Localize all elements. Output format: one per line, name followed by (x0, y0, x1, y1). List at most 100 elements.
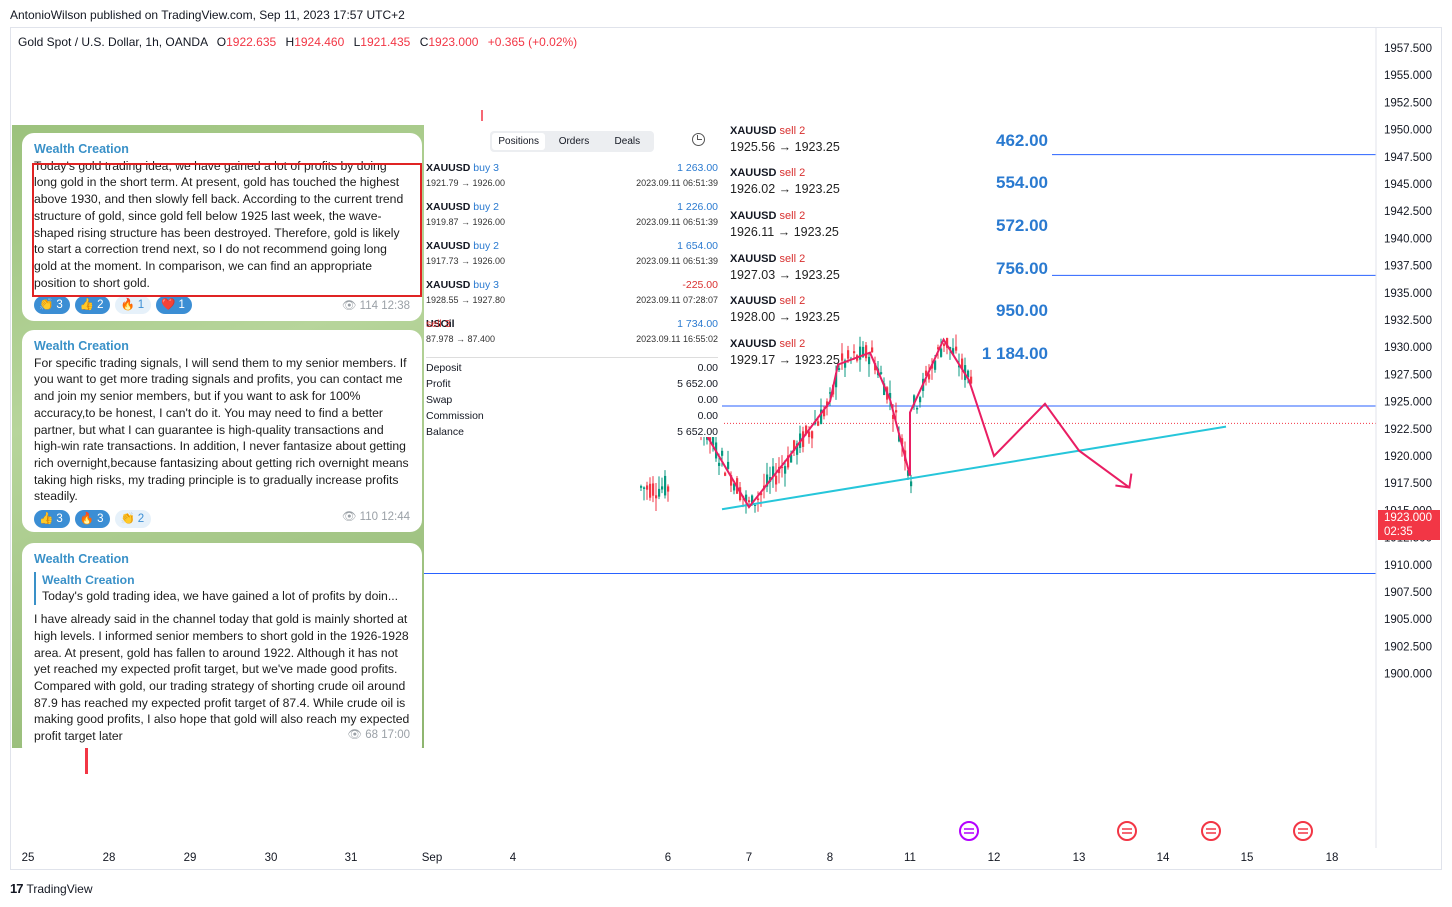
position-prices: 1917.73 → 1926.00 (426, 256, 506, 266)
candle-body (796, 443, 799, 455)
projected-price-path (667, 337, 1130, 509)
sell-row[interactable]: XAUUSD sell 2 1926.02 → 1923.25 554.00 (730, 167, 1060, 209)
price-tick-label: 1950.000 (1384, 125, 1432, 137)
publisher-line: AntonioWilson published on TradingView.c… (10, 8, 405, 22)
candle-body (958, 365, 961, 368)
reaction-fire[interactable]: 🔥 3 (74, 510, 111, 529)
sell-row[interactable]: XAUUSD sell 2 1926.11 → 1923.25 572.00 (730, 210, 1060, 252)
footer[interactable]: 17 TradingView (10, 881, 93, 896)
close-value: 1923.000 (428, 35, 479, 49)
candle-body (781, 466, 784, 469)
mt-tabs: Positions Orders Deals (490, 131, 654, 152)
position-profit: 1 226.00 (677, 201, 718, 213)
candle-body (730, 475, 733, 486)
candle-body (871, 347, 874, 353)
candle-body (880, 372, 883, 374)
position-side: buy 3 (473, 279, 499, 291)
price-tick-label: 1952.500 (1384, 97, 1432, 109)
message-author[interactable]: Wealth Creation (34, 142, 129, 156)
eye-icon: 👁 (341, 511, 357, 524)
sell-row[interactable]: XAUUSD sell 2 1927.03 → 1923.25 756.00 (730, 253, 1060, 295)
candle-body (808, 431, 811, 438)
message-meta: 👁 110 12:44 (342, 509, 410, 526)
message-text: Today's gold trading idea, we have gaine… (34, 158, 404, 290)
sell-side: sell 2 (779, 253, 806, 265)
message-3[interactable]: Wealth Creation Wealth Creation Today's … (22, 543, 422, 748)
summary-row: Deposit 0.00 (426, 362, 718, 378)
reactions: 👏 3 👍 2 🔥 1 ❤️ 1 (34, 296, 410, 315)
position-row[interactable]: XAUUSD buy 3 1921.79 → 1926.00 1 263.00 … (426, 162, 718, 199)
position-row[interactable]: USOil sell 3 87.978 → 87.400 1 734.00 20… (426, 318, 718, 355)
reaction-count: 2 (97, 298, 104, 311)
time-tick-label: 15 (1241, 852, 1254, 864)
tab-orders[interactable]: Orders (558, 136, 590, 147)
reply-author: Wealth Creation (42, 572, 135, 587)
tab-deals[interactable]: Deals (614, 136, 641, 147)
sell-side: sell 2 (779, 338, 806, 350)
change-value: +0.365 (+0.02%) (487, 35, 578, 49)
candle-body (724, 472, 727, 476)
price-tick-label: 1917.500 (1384, 478, 1432, 490)
position-row[interactable]: XAUUSD buy 3 1928.55 → 1927.80 -225.00 2… (426, 279, 718, 316)
candle-body (967, 370, 970, 378)
price-tick-label: 1905.000 (1384, 614, 1432, 626)
reaction-heart[interactable]: ❤️ 1 (156, 296, 192, 315)
mt-positions-panel: Positions Orders Deals XAUUSD buy 3 1921… (424, 125, 722, 438)
tab-positions[interactable]: Positions (492, 133, 546, 150)
reaction-thumbs-up[interactable]: 👍 2 (74, 296, 111, 315)
position-side: buy 2 (473, 240, 499, 252)
reaction-clap[interactable]: 👏 3 (34, 296, 70, 315)
summary-value: 5 652.00 (677, 426, 718, 438)
sell-prices: 1925.56 → 1923.25 (730, 140, 840, 154)
sell-row[interactable]: XAUUSD sell 2 1925.56 → 1923.25 462.00 (730, 125, 1060, 167)
candle-body (748, 500, 751, 503)
candle-body (823, 410, 826, 417)
candle-body (838, 368, 841, 370)
message-time: 12:44 (381, 511, 410, 524)
message-author[interactable]: Wealth Creation (34, 552, 129, 566)
message-author[interactable]: Wealth Creation (34, 339, 129, 353)
price-tick-label: 1920.000 (1384, 451, 1432, 463)
high-label: H (285, 35, 295, 49)
price-tick-label: 1955.000 (1384, 70, 1432, 82)
sell-row[interactable]: XAUUSD sell 2 1928.00 → 1923.25 950.00 (730, 295, 1060, 337)
candle-body (961, 358, 964, 370)
candle-body (901, 438, 904, 445)
position-row[interactable]: XAUUSD buy 2 1919.87 → 1926.00 1 226.00 … (426, 201, 718, 238)
message-1[interactable]: Wealth Creation Today's gold trading ide… (22, 133, 422, 321)
candle-body (733, 483, 736, 491)
clock-icon[interactable] (692, 133, 705, 146)
candle-body (853, 351, 856, 354)
message-2[interactable]: Wealth Creation For specific trading sig… (22, 330, 422, 532)
sell-side: sell 2 (779, 167, 806, 179)
sell-symbol: XAUUSD (730, 167, 777, 179)
symbol-legend[interactable]: Gold Spot / U.S. Dollar, 1h, OANDA O1922… (18, 35, 577, 49)
position-date: 2023.09.11 07:28:07 (636, 295, 718, 305)
highlight-box (32, 163, 422, 297)
position-prices: 1921.79 → 1926.00 (426, 178, 506, 188)
message-text: I have already said in the channel today… (34, 612, 410, 744)
us-flag-event-icon (1117, 821, 1137, 841)
reaction-fire[interactable]: 🔥 1 (115, 296, 152, 315)
reaction-clap[interactable]: 👏 2 (115, 510, 152, 529)
position-symbol: XAUUSD (426, 240, 471, 252)
symbol-name: Gold Spot / U.S. Dollar, 1h, OANDA (18, 35, 208, 49)
summary-row: Swap 0.00 (426, 394, 718, 410)
reactions: 👍 3 🔥 3 👏 2 (34, 510, 410, 529)
candle-body (667, 486, 670, 492)
sell-amount: 462.00 (996, 131, 1048, 150)
reaction-count: 3 (97, 512, 104, 525)
reaction-thumbs-up[interactable]: 👍 3 (34, 510, 70, 529)
reaction-count: 2 (137, 512, 145, 525)
summary-value: 0.00 (697, 362, 718, 374)
time-tick-label: 13 (1073, 852, 1086, 864)
message-meta: 👁 114 12:38 (342, 298, 410, 315)
candle-body (925, 370, 928, 376)
sell-symbol: XAUUSD (730, 295, 777, 307)
time-tick-label: 14 (1157, 852, 1170, 864)
low-label: L (353, 35, 361, 49)
position-row[interactable]: XAUUSD buy 2 1917.73 → 1926.00 1 654.00 … (426, 240, 718, 277)
reply-quote[interactable]: Wealth Creation Today's gold trading ide… (34, 571, 410, 606)
position-profit: -225.00 (682, 279, 718, 291)
sell-row[interactable]: XAUUSD sell 2 1929.17 → 1923.25 1 184.00 (730, 338, 1060, 380)
